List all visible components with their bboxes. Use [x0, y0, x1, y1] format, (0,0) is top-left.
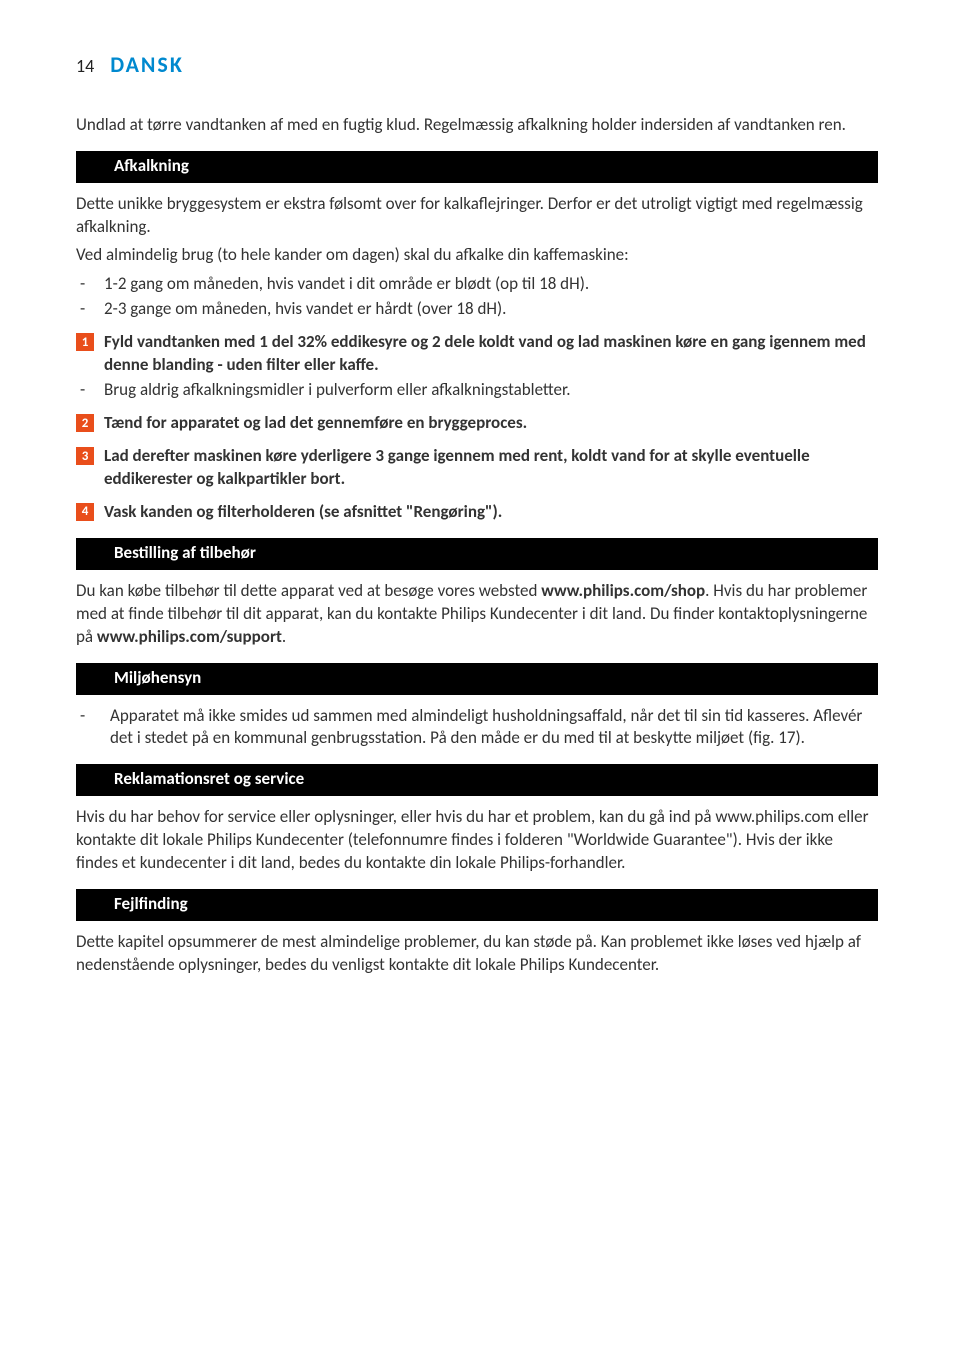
step-badge: 2 — [76, 414, 94, 432]
step-1-sublist: Brug aldrig afkalkningsmidler i pulverfo… — [76, 379, 878, 402]
list-item: Apparatet må ikke smides ud sammen med a… — [104, 705, 878, 751]
step-badge: 1 — [76, 333, 94, 351]
page-number: 14 — [76, 54, 94, 78]
list-item: Brug aldrig afkalkningsmidler i pulverfo… — [104, 379, 878, 402]
text-span: . — [282, 626, 286, 647]
page-header: 14 DANSK — [76, 50, 878, 80]
step-badge: 4 — [76, 503, 94, 521]
service-paragraph: Hvis du har behov for service eller oply… — [76, 806, 878, 875]
step-text: Fyld vandtanken med 1 del 32% eddikesyre… — [104, 331, 866, 375]
section-heading-service: Reklamationsret og service — [76, 764, 878, 796]
list-item: 1-2 gang om måneden, hvis vandet i dit o… — [104, 273, 878, 296]
afkalkning-para-1: Dette unikke bryggesystem er ekstra føls… — [76, 193, 878, 239]
section-heading-tilbehor: Bestilling af tilbehør — [76, 538, 878, 570]
step-2: 2 Tænd for apparatet og lad det gennemfø… — [76, 412, 878, 435]
step-badge: 3 — [76, 447, 94, 465]
list-item: 2-3 gange om måneden, hvis vandet er hår… — [104, 298, 878, 321]
step-text: Vask kanden og filterholderen (se afsnit… — [104, 501, 502, 522]
link-shop: www.philips.com/shop — [541, 580, 705, 601]
language-title: DANSK — [110, 50, 184, 80]
text-span: Du kan købe tilbehør til dette apparat v… — [76, 580, 541, 601]
step-1: 1 Fyld vandtanken med 1 del 32% eddikesy… — [76, 331, 878, 377]
section-heading-afkalkning: Afkalkning — [76, 151, 878, 183]
step-3: 3 Lad derefter maskinen køre yderligere … — [76, 445, 878, 491]
section-heading-fejl: Fejlfinding — [76, 889, 878, 921]
tilbehor-paragraph: Du kan købe tilbehør til dette apparat v… — [76, 580, 878, 649]
afkalkning-para-2: Ved almindelig brug (to hele kander om d… — [76, 244, 878, 267]
step-4: 4 Vask kanden og filterholderen (se afsn… — [76, 501, 878, 524]
section-heading-miljo: Miljøhensyn — [76, 663, 878, 695]
afkalkning-bullet-list: 1-2 gang om måneden, hvis vandet i dit o… — [76, 273, 878, 321]
step-text: Lad derefter maskinen køre yderligere 3 … — [104, 445, 810, 489]
intro-paragraph: Undlad at tørre vandtanken af med en fug… — [76, 114, 878, 137]
step-text: Tænd for apparatet og lad det gennemføre… — [104, 412, 527, 433]
fejl-paragraph: Dette kapitel opsummerer de mest alminde… — [76, 931, 878, 977]
miljo-bullet-list: Apparatet må ikke smides ud sammen med a… — [76, 705, 878, 751]
link-support: www.philips.com/support — [97, 626, 282, 647]
